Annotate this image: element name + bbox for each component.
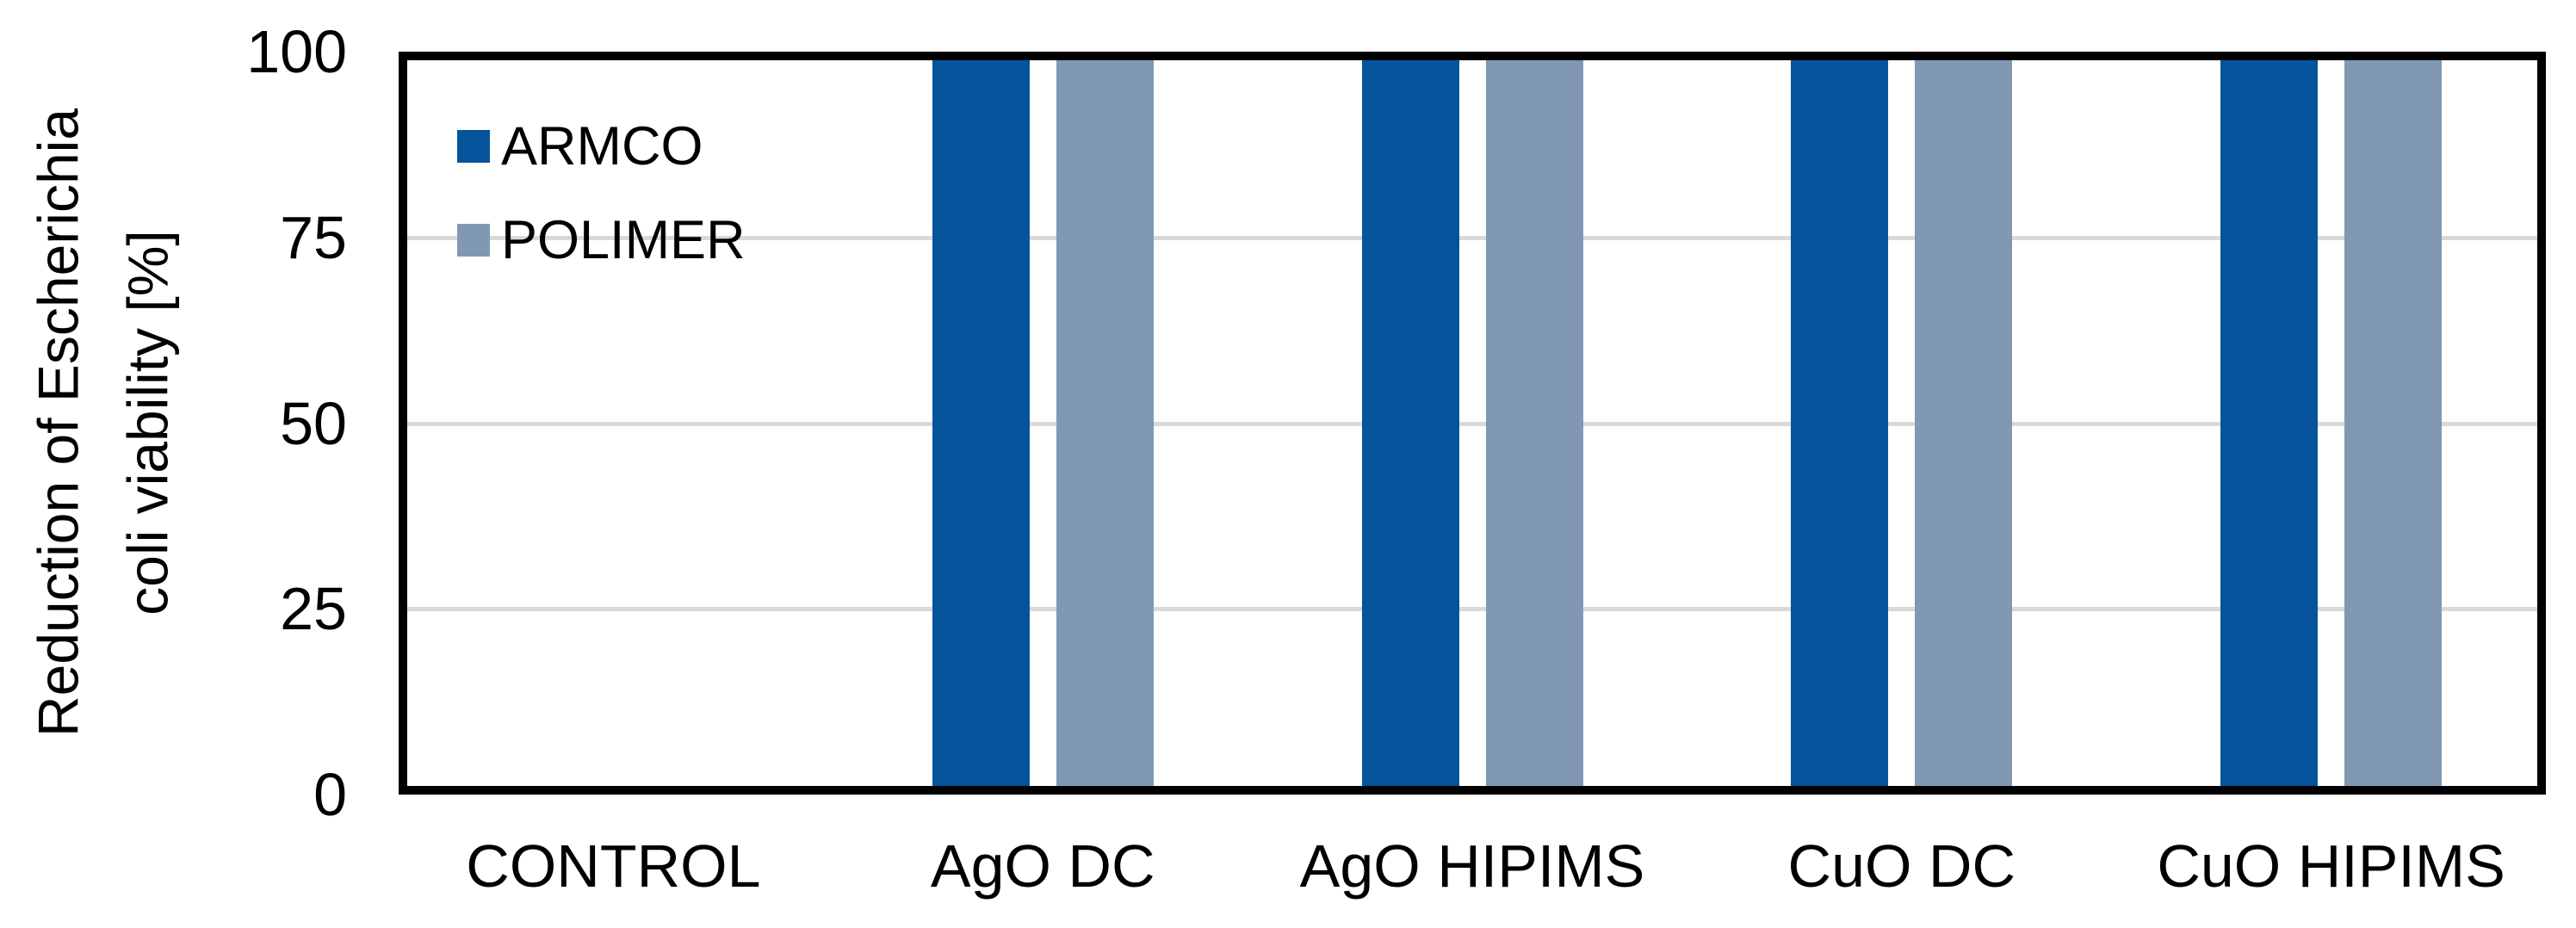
y-tick-label-100: 100 xyxy=(246,18,347,85)
legend-swatch-armco xyxy=(457,130,490,163)
y-axis-title-line-1: Reduction of Escherichia xyxy=(26,108,90,738)
x-category-label-ago-dc: AgO DC xyxy=(930,832,1155,900)
y-tick-label-75: 75 xyxy=(280,203,347,271)
y-tick-label-0: 0 xyxy=(313,761,347,828)
bar-polimer-cuo-hipims xyxy=(2344,52,2443,795)
x-category-label-cuo-hipims: CuO HIPIMS xyxy=(2157,832,2505,900)
gridline-50 xyxy=(399,421,2546,426)
y-tick-label-50: 50 xyxy=(280,389,347,457)
gridline-75 xyxy=(399,235,2546,240)
plot-area: ARMCO POLIMER xyxy=(399,52,2546,795)
bar-polimer-ago-hipims xyxy=(1485,52,1583,795)
legend-swatch-polimer xyxy=(457,224,490,257)
gridline-25 xyxy=(399,607,2546,612)
x-category-label-cuo-dc: CuO DC xyxy=(1787,832,2016,900)
bar-armco-cuo-dc xyxy=(1791,52,1889,795)
legend: ARMCO POLIMER xyxy=(457,114,746,301)
legend-item-armco: ARMCO xyxy=(457,114,746,179)
legend-label-polimer: POLIMER xyxy=(501,210,746,270)
bar-polimer-cuo-dc xyxy=(1915,52,2013,795)
bar-armco-ago-dc xyxy=(932,52,1030,795)
bar-polimer-ago-dc xyxy=(1056,52,1154,795)
x-category-label-control: CONTROL xyxy=(466,832,761,900)
bar-armco-ago-hipims xyxy=(1361,52,1459,795)
bar-armco-cuo-hipims xyxy=(2220,52,2319,795)
legend-item-polimer: POLIMER xyxy=(457,207,746,273)
y-tick-label-25: 25 xyxy=(280,575,347,643)
legend-label-armco: ARMCO xyxy=(501,116,703,176)
x-category-label-ago-hipims: AgO HIPIMS xyxy=(1299,832,1645,900)
